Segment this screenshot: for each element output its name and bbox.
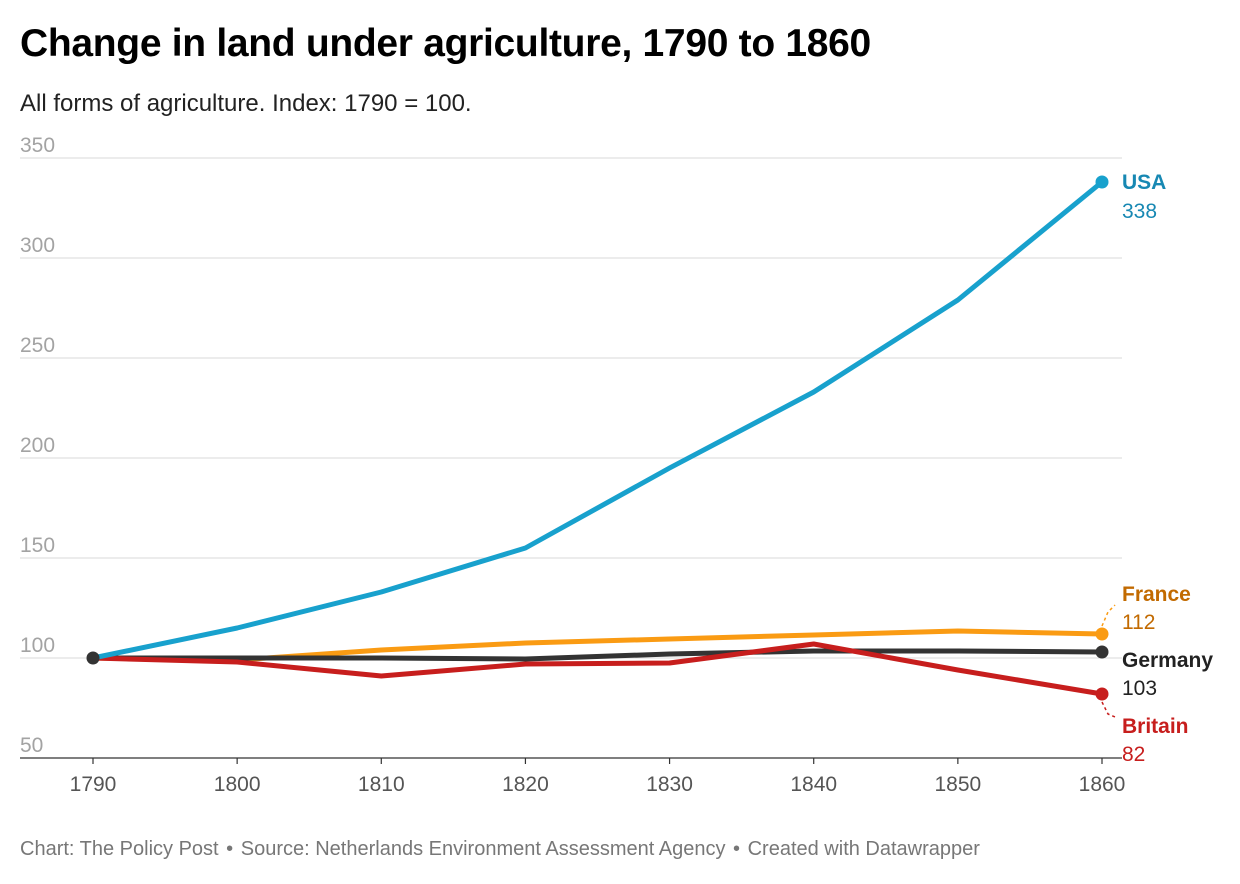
series-label-germany: Germany <box>1122 649 1213 672</box>
footer-separator: • <box>226 838 234 860</box>
x-tick-label: 1800 <box>214 773 261 796</box>
series-label-britain: Britain <box>1122 715 1189 738</box>
footer-separator: • <box>733 838 741 860</box>
series-end-points <box>86 175 1109 701</box>
series-value-label-usa: 338 <box>1122 200 1157 223</box>
series-line-germany <box>90 648 1105 662</box>
y-tick-label: 200 <box>20 434 55 457</box>
label-connector-france <box>1101 604 1116 627</box>
series-value-label-britain: 82 <box>1122 743 1145 766</box>
footer-source: Source: Netherlands Environment Assessme… <box>240 838 726 860</box>
series-lines <box>90 179 1105 697</box>
x-tick-label: 1790 <box>70 773 117 796</box>
x-tick-label: 1810 <box>358 773 405 796</box>
y-axis: 50 100 150 200 250 300 350 <box>20 134 55 757</box>
footer-credit: Chart: The Policy Post <box>20 838 219 860</box>
series-label-france: France <box>1122 583 1191 606</box>
chart-footer: Chart: The Policy Post • Source: Netherl… <box>20 838 980 861</box>
x-tick-label: 1830 <box>646 773 693 796</box>
y-tick-label: 300 <box>20 234 55 257</box>
x-tick-label: 1860 <box>1079 773 1126 796</box>
series-labels: USA 338 France 112 Germany 103 Britain 82 <box>1101 171 1213 766</box>
x-tick-label: 1850 <box>934 773 981 796</box>
y-tick-label: 100 <box>20 634 55 657</box>
chart-title: Change in land under agriculture, 1790 t… <box>20 22 871 65</box>
end-point-france <box>1095 627 1109 641</box>
series-value-label-france: 112 <box>1122 611 1155 634</box>
footer-tool: Created with Datawrapper <box>747 838 980 860</box>
series-line-britain <box>90 641 1105 697</box>
gridlines <box>20 157 1122 759</box>
series-value-label-germany: 103 <box>1122 677 1157 700</box>
series-line-usa <box>90 179 1105 661</box>
x-tick-label: 1840 <box>790 773 837 796</box>
end-point-britain <box>1095 687 1109 701</box>
end-point-germany <box>1095 645 1109 659</box>
chart-subtitle: All forms of agriculture. Index: 1790 = … <box>20 90 472 117</box>
y-tick-label: 250 <box>20 334 55 357</box>
y-tick-label: 350 <box>20 134 55 157</box>
start-point <box>86 651 100 665</box>
label-connector-britain <box>1101 701 1116 718</box>
y-tick-label: 150 <box>20 534 55 557</box>
y-tick-label: 50 <box>20 734 43 757</box>
x-axis: 1790 1800 1810 1820 1830 1840 1850 1860 <box>70 758 1126 796</box>
x-tick-label: 1820 <box>502 773 549 796</box>
series-label-usa: USA <box>1122 171 1166 194</box>
end-point-usa <box>1095 175 1109 189</box>
